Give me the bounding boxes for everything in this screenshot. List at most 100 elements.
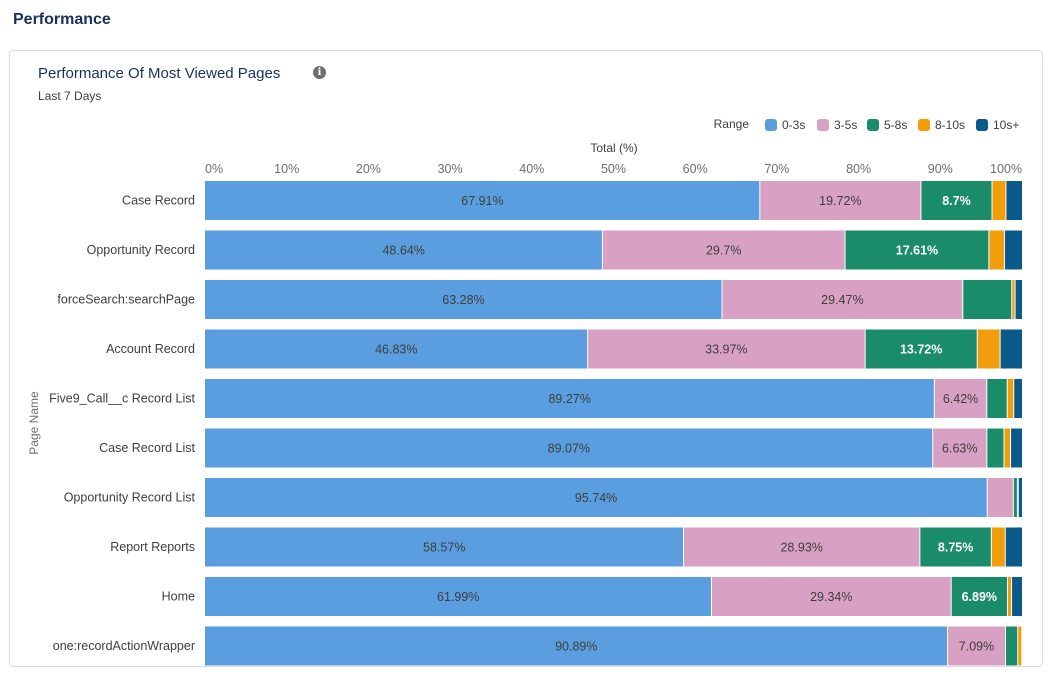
bar-10s+[interactable] xyxy=(1004,230,1022,270)
bar-5-8s[interactable] xyxy=(920,181,993,220)
legend-label-0-3s[interactable]: 0-3s xyxy=(782,118,805,132)
bar-3-5s[interactable] xyxy=(711,577,952,616)
bar-5-8s[interactable] xyxy=(1013,478,1018,517)
data-label: 90.89% xyxy=(555,640,597,654)
bar-0-3s[interactable] xyxy=(205,626,948,666)
legend-swatch-5-8s[interactable] xyxy=(867,119,879,131)
bar-5-8s[interactable] xyxy=(962,280,1012,319)
bar-10s+[interactable] xyxy=(1005,181,1022,220)
legend-swatch-0-3s[interactable] xyxy=(765,119,777,131)
bar-8-10s[interactable] xyxy=(988,230,1005,270)
bar-10s+[interactable] xyxy=(1018,478,1022,517)
category-label: forceSearch:searchPage xyxy=(57,293,195,307)
x-tick-label: 80% xyxy=(846,162,871,176)
bar-8-10s[interactable] xyxy=(992,181,1006,220)
legend-title: Range xyxy=(714,117,750,131)
bar-10s+[interactable] xyxy=(1010,428,1022,468)
legend-label-8-10s[interactable]: 8-10s xyxy=(935,118,965,132)
category-label: Case Record List xyxy=(99,441,195,455)
bar-5-8s[interactable] xyxy=(951,577,1008,616)
bar-0-3s[interactable] xyxy=(205,428,933,468)
bar-5-8s[interactable] xyxy=(865,329,978,369)
bar-10s+[interactable] xyxy=(1013,379,1022,418)
section-title: Performance xyxy=(13,11,111,28)
x-tick-label: 70% xyxy=(764,162,789,176)
bar-8-10s[interactable] xyxy=(1004,428,1011,468)
bar-3-5s[interactable] xyxy=(602,230,846,270)
category-label: Case Record xyxy=(122,194,195,208)
x-axis-title: Total (%) xyxy=(590,141,637,155)
data-label: 6.63% xyxy=(942,442,977,456)
bar-0-3s[interactable] xyxy=(205,329,588,369)
x-tick-label: 20% xyxy=(356,162,381,176)
x-tick-label: 100% xyxy=(990,162,1022,176)
data-label: 33.97% xyxy=(705,343,747,357)
bar-10s+[interactable] xyxy=(1011,577,1022,616)
bar-3-5s[interactable] xyxy=(759,181,921,220)
bar-3-5s[interactable] xyxy=(587,329,866,369)
data-label: 13.72% xyxy=(900,343,942,357)
data-label: 89.27% xyxy=(548,392,590,406)
bar-8-10s[interactable] xyxy=(991,527,1006,567)
data-label: 8.7% xyxy=(942,194,971,208)
bar-0-3s[interactable] xyxy=(205,478,988,517)
bar-0-3s[interactable] xyxy=(205,280,722,319)
bar-3-5s[interactable] xyxy=(987,478,1014,517)
x-tick-label: 50% xyxy=(601,162,626,176)
bar-0-3s[interactable] xyxy=(205,230,603,270)
bar-8-10s[interactable] xyxy=(1017,626,1022,666)
legend-swatch-3-5s[interactable] xyxy=(817,119,829,131)
category-label: one:recordActionWrapper xyxy=(53,639,195,653)
chart-subtitle: Last 7 Days xyxy=(38,89,102,103)
bar-3-5s[interactable] xyxy=(683,527,920,567)
legend-swatch-8-10s[interactable] xyxy=(918,119,930,131)
x-tick-label: 30% xyxy=(438,162,463,176)
bar-5-8s[interactable] xyxy=(845,230,989,270)
bar-0-3s[interactable] xyxy=(205,379,935,418)
chart-title: Performance Of Most Viewed Pages xyxy=(38,65,281,82)
bar-0-3s[interactable] xyxy=(205,527,684,567)
bar-3-5s[interactable] xyxy=(947,626,1006,666)
bar-8-10s[interactable] xyxy=(1007,577,1012,616)
x-tick-label: 10% xyxy=(274,162,299,176)
data-label: 7.09% xyxy=(959,640,994,654)
bar-8-10s[interactable] xyxy=(977,329,1001,369)
bar-0-3s[interactable] xyxy=(205,577,712,616)
data-label: 17.61% xyxy=(896,244,938,258)
legend-label-5-8s[interactable]: 5-8s xyxy=(884,118,907,132)
bar-10s+[interactable] xyxy=(1005,527,1022,567)
bar-10s+[interactable] xyxy=(1000,329,1022,369)
bar-3-5s[interactable] xyxy=(932,428,987,468)
bar-8-10s[interactable] xyxy=(1007,379,1014,418)
bar-10s+[interactable] xyxy=(1015,280,1022,319)
data-label: 61.99% xyxy=(437,590,479,604)
x-tick-label: 60% xyxy=(683,162,708,176)
data-label: 29.47% xyxy=(821,293,863,307)
category-label: Opportunity Record List xyxy=(64,491,196,505)
data-label: 63.28% xyxy=(442,293,484,307)
info-icon[interactable]: i xyxy=(313,66,326,79)
data-label: 28.93% xyxy=(780,541,822,555)
bar-3-5s[interactable] xyxy=(721,280,963,319)
data-label: 6.42% xyxy=(943,392,978,406)
data-label: 29.7% xyxy=(706,244,741,258)
data-label: 67.91% xyxy=(461,194,503,208)
bar-0-3s[interactable] xyxy=(205,181,760,220)
bar-5-8s[interactable] xyxy=(986,428,1005,468)
category-label: Opportunity Record xyxy=(87,243,195,257)
data-label: 29.34% xyxy=(810,590,852,604)
bar-3-5s[interactable] xyxy=(934,379,987,418)
bar-5-8s[interactable] xyxy=(986,379,1008,418)
legend-swatch-10s+[interactable] xyxy=(976,119,988,131)
bar-5-8s[interactable] xyxy=(1005,626,1018,666)
legend-label-3-5s[interactable]: 3-5s xyxy=(834,118,857,132)
bar-5-8s[interactable] xyxy=(919,527,992,567)
data-label: 48.64% xyxy=(382,244,424,258)
data-label: 46.83% xyxy=(375,343,417,357)
legend-label-10s+[interactable]: 10s+ xyxy=(993,118,1019,132)
bar-8-10s[interactable] xyxy=(1011,280,1016,319)
data-label: 8.75% xyxy=(938,541,973,555)
category-label: Five9_Call__c Record List xyxy=(49,392,195,406)
data-label: 89.07% xyxy=(548,442,590,456)
